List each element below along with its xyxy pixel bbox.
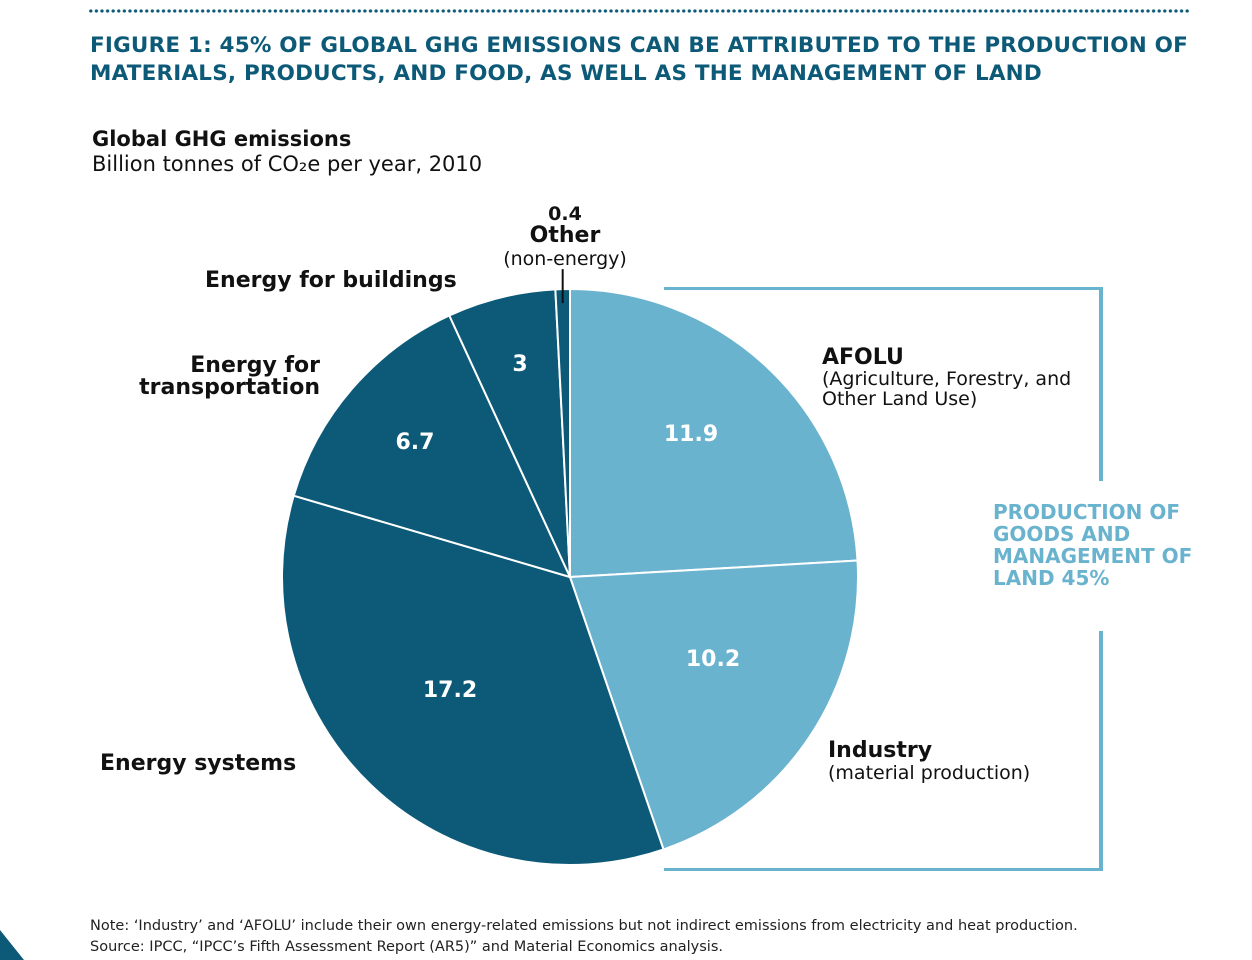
dotted-divider	[88, 8, 1190, 14]
note-text: Note: ‘Industry’ and ‘AFOLU’ include the…	[90, 918, 1078, 934]
label-transportation: Energy for transportation	[120, 355, 320, 399]
label-industry-title: Industry	[828, 738, 933, 763]
bracket-top	[664, 287, 1100, 290]
value-label-industry: 10.2	[685, 647, 741, 672]
label-afolu-sub: (Agriculture, Forestry, and Other Land U…	[822, 368, 1072, 410]
label-transportation-line2: transportation	[139, 375, 320, 400]
label-transportation-line1: Energy for	[190, 353, 320, 378]
label-buildings-text: Energy for buildings	[205, 268, 457, 293]
value-label-transportation: 6.7	[395, 430, 435, 455]
pie-slice-industry	[568, 559, 859, 851]
figure-title: FIGURE 1: 45% OF GLOBAL GHG EMISSIONS CA…	[90, 33, 1188, 86]
label-buildings: Energy for buildings	[205, 270, 457, 292]
label-afolu: AFOLU (Agriculture, Forestry, and Other …	[822, 345, 1082, 410]
footnote: Note: ‘Industry’ and ‘AFOLU’ include the…	[90, 916, 1210, 958]
label-industry-sub: (material production)	[828, 762, 1031, 784]
value-label-buildings: 3	[512, 352, 528, 377]
bracket-right-lower	[1099, 631, 1103, 871]
label-other: 0.4 Other (non-energy)	[490, 204, 640, 270]
pie-slice-energy-systems	[281, 494, 665, 866]
label-other-title: Other	[529, 223, 601, 248]
bracket-right-upper	[1099, 287, 1103, 481]
label-energy-systems-text: Energy systems	[100, 751, 297, 776]
group-annotation: PRODUCTION OF GOODS AND MANAGEMENT OF LA…	[993, 500, 1193, 590]
chart-subtitle: Billion tonnes of CO₂e per year, 2010	[92, 152, 483, 176]
source-text: Source: IPCC, “IPCC’s Fifth Assessment R…	[90, 939, 723, 955]
corner-decoration	[0, 930, 24, 960]
label-energy-systems: Energy systems	[100, 753, 296, 775]
label-other-sub: (non-energy)	[503, 248, 627, 270]
pie-slice-transportation	[292, 314, 572, 579]
label-other-value: 0.4	[548, 203, 582, 225]
bracket-bottom	[664, 868, 1103, 871]
value-label-energy-systems: 17.2	[422, 678, 478, 703]
chart-title: Global GHG emissions	[92, 127, 352, 151]
value-label-afolu: 11.9	[663, 422, 719, 447]
pie-slice-afolu	[569, 287, 859, 579]
label-industry: Industry (material production)	[828, 738, 1088, 785]
label-afolu-title: AFOLU	[822, 345, 904, 370]
